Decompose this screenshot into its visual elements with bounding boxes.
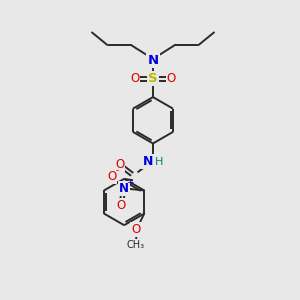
Text: H: H [155,157,164,167]
Text: O: O [107,170,116,183]
Text: S: S [148,72,158,85]
Text: CH₃: CH₃ [127,239,145,250]
Text: O: O [130,72,139,85]
Text: O: O [116,199,126,212]
Text: N: N [147,54,158,67]
Text: -: - [115,167,118,176]
Text: O: O [131,223,140,236]
Text: +: + [126,178,134,188]
Text: O: O [115,158,124,171]
Text: N: N [119,182,129,195]
Text: N: N [142,155,153,168]
Text: O: O [167,72,176,85]
